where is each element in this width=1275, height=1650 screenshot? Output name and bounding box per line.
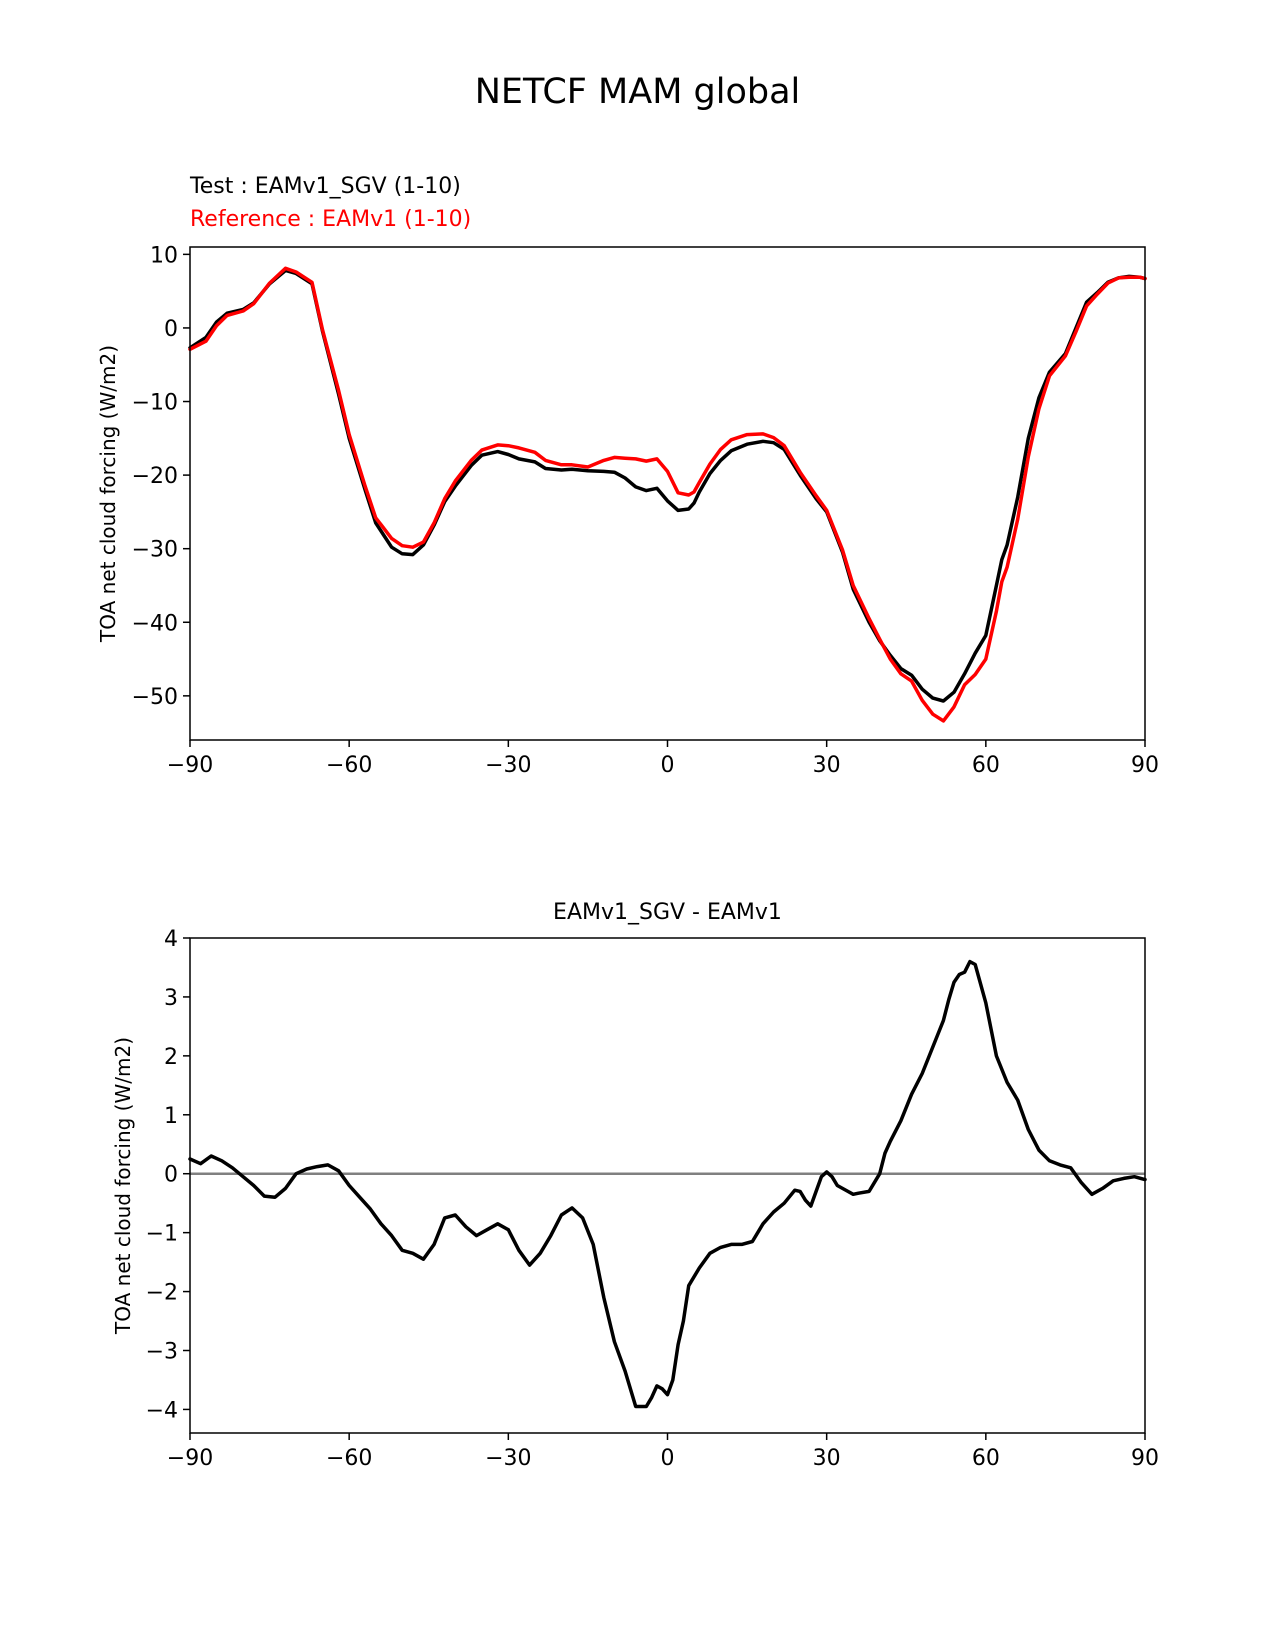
y-tick-label: −2 <box>146 1281 178 1306</box>
y-tick-label: −30 <box>132 538 178 563</box>
y-tick-label: −40 <box>132 611 178 636</box>
x-tick-label: 60 <box>972 753 1000 778</box>
x-tick-label: −30 <box>485 1446 531 1471</box>
x-tick-label: 0 <box>661 1446 675 1471</box>
y-tick-label: 1 <box>164 1104 178 1129</box>
x-tick-label: −30 <box>485 753 531 778</box>
x-tick-label: 30 <box>813 753 841 778</box>
difference-chart-title: EAMv1_SGV - EAMv1 <box>553 900 782 925</box>
top-panel: −90 −60 −30 0 30 60 90 10 0 −10 −20 −30 −40 −50 TOA ne… <box>96 243 1159 778</box>
x-tick-label: 60 <box>972 1446 1000 1471</box>
x-tick-label: −60 <box>326 1446 372 1471</box>
series-line-difference <box>188 959 1147 1409</box>
x-tick-label: 90 <box>1131 753 1159 778</box>
bottom-panel: −90 −60 −30 0 30 60 90 4 3 2 1 0 −1 −2 −3 −4 TOA net clo… <box>111 927 1159 1471</box>
y-tick-label: −3 <box>146 1340 178 1365</box>
y-axis-label: TOA net cloud forcing (W/m2) <box>96 345 120 643</box>
reference-legend-label: Reference : EAMv1 (1-10) <box>190 207 472 232</box>
x-tick-label: 0 <box>661 753 675 778</box>
series-line-reference <box>188 266 1147 723</box>
x-tick-label: −90 <box>167 1446 213 1471</box>
y-tick-label: −10 <box>132 391 178 416</box>
y-tick-label: 0 <box>164 1163 178 1188</box>
y-tick-label: 10 <box>150 243 178 268</box>
y-tick-label: 4 <box>164 927 178 952</box>
y-tick-label: 0 <box>164 317 178 342</box>
y-tick-label: 3 <box>164 986 178 1011</box>
x-tick-label: −90 <box>167 753 213 778</box>
x-tick-label: 30 <box>813 1446 841 1471</box>
y-tick-label: 2 <box>164 1045 178 1070</box>
y-axis-label: TOA net cloud forcing (W/m2) <box>111 1037 135 1335</box>
figure-title: NETCF MAM global <box>474 72 801 112</box>
x-tick-label: −60 <box>326 753 372 778</box>
x-tick-label: 90 <box>1131 1446 1159 1471</box>
y-tick-label: −50 <box>132 685 178 710</box>
y-tick-label: −4 <box>146 1398 178 1423</box>
y-tick-label: −20 <box>132 464 178 489</box>
axes-frame <box>189 937 1146 1434</box>
y-tick-label: −1 <box>146 1222 178 1247</box>
test-legend-label: Test : EAMv1_SGV (1-10) <box>190 174 461 199</box>
top-line-chart: −90 −60 −30 0 30 60 90 10 0 −10 −20 −30 −40 −50 TOA ne… <box>96 243 1159 778</box>
